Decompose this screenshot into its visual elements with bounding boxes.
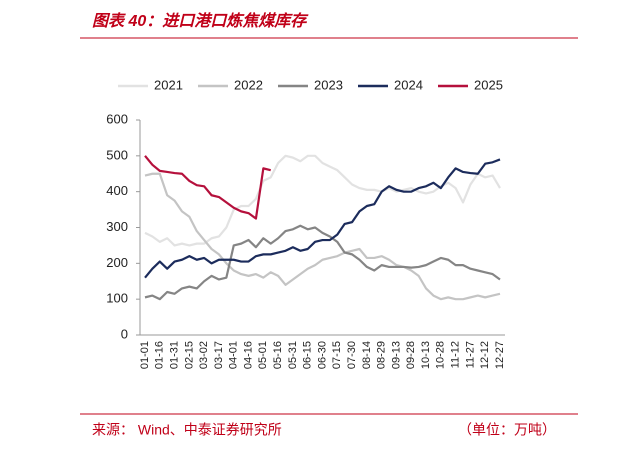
x-tick-label: 01-01 bbox=[139, 341, 151, 369]
x-tick-label: 09-28 bbox=[405, 341, 417, 369]
series-line bbox=[144, 224, 501, 301]
legend-label: 2021 bbox=[154, 77, 183, 92]
x-tick-label: 03-02 bbox=[198, 341, 210, 369]
x-tick-label: 04-01 bbox=[228, 341, 240, 369]
series-line bbox=[144, 172, 501, 301]
x-tick-label: 05-31 bbox=[287, 341, 299, 369]
x-tick-label: 06-15 bbox=[302, 341, 314, 369]
x-tick-label: 10-28 bbox=[435, 341, 447, 369]
x-tick-label: 11-27 bbox=[464, 341, 476, 368]
x-tick-label: 10-13 bbox=[420, 341, 432, 369]
y-tick-label: 400 bbox=[106, 183, 128, 198]
y-tick-label: 200 bbox=[106, 255, 128, 270]
x-tick-label: 03-17 bbox=[213, 341, 225, 369]
y-tick-label: 0 bbox=[121, 326, 128, 341]
x-tick-label: 07-30 bbox=[346, 341, 358, 369]
x-tick-label: 02-15 bbox=[183, 341, 195, 369]
y-tick-label: 600 bbox=[106, 111, 128, 126]
y-tick-label: 300 bbox=[106, 219, 128, 234]
x-tick-label: 12-12 bbox=[479, 341, 491, 369]
x-tick-label: 05-16 bbox=[272, 341, 284, 369]
x-tick-label: 05-01 bbox=[257, 341, 269, 369]
legend-label: 2023 bbox=[314, 77, 343, 92]
x-tick-label: 11-12 bbox=[450, 341, 462, 368]
x-tick-label: 12-27 bbox=[494, 341, 506, 369]
unit-note: （单位：万吨） bbox=[458, 422, 556, 438]
legend-label: 2025 bbox=[474, 77, 503, 92]
series-line bbox=[144, 158, 501, 279]
x-tick-label: 04-16 bbox=[242, 341, 254, 369]
source: 来源： Wind、中泰证券研究所 bbox=[92, 422, 282, 438]
legend-label: 2022 bbox=[234, 77, 263, 92]
x-tick-label: 01-31 bbox=[168, 341, 180, 369]
chart-title: 图表 40：进口港口炼焦煤库存 bbox=[92, 12, 309, 30]
x-tick-label: 09-13 bbox=[390, 341, 402, 369]
x-tick-label: 07-15 bbox=[331, 341, 343, 369]
x-tick-label: 08-29 bbox=[376, 341, 388, 369]
series-line bbox=[144, 155, 271, 220]
x-tick-label: 08-14 bbox=[361, 341, 373, 369]
x-tick-label: 06-30 bbox=[316, 341, 328, 369]
legend-label: 2024 bbox=[394, 77, 423, 92]
y-tick-label: 500 bbox=[106, 147, 128, 162]
x-tick-label: 01-16 bbox=[154, 341, 166, 369]
y-tick-label: 100 bbox=[106, 291, 128, 306]
